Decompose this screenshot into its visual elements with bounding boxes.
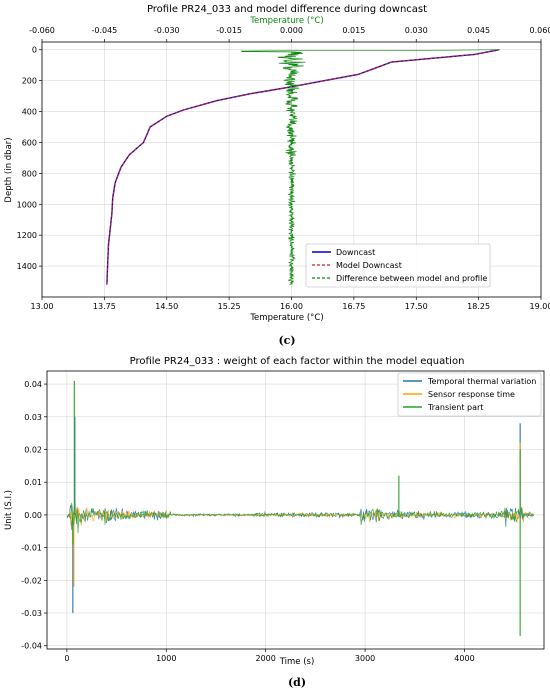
panel-c-xtick-label: 16.00 <box>280 302 303 311</box>
panel-c-ticks: 13.00 13.75 14.50 15.25 16.00 16.75 17.50 18.25… <box>17 26 550 311</box>
panel-c-ytick-label: 400 <box>22 108 37 117</box>
panel-c-legend: Downcast Model Downcast Difference betwe… <box>305 243 491 288</box>
panel-d-xtick-label: 0 <box>64 654 69 663</box>
panel-c-top-xtick-label: 0.045 <box>467 26 490 35</box>
panel-c: Profile PR24_033 and model difference du… <box>4 4 550 347</box>
panel-c-top-xtick-label: -0.060 <box>29 26 55 35</box>
series-transient-line <box>66 503 534 534</box>
panel-c-xlabel: Temperature (°C) <box>249 313 323 323</box>
panel-d-xtick-label: 1000 <box>156 654 176 663</box>
panel-c-xtick-label: 18.25 <box>467 302 490 311</box>
panel-c-title: Profile PR24_033 and model difference du… <box>147 4 427 15</box>
panel-d: Profile PR24_033 : weight of each factor… <box>4 356 545 689</box>
panel-d-ticks: 0 1000 2000 3000 4000 0.04 0.03 0.02 0.01 0.00 -0.… <box>21 380 474 663</box>
series-thermal-line <box>66 497 534 531</box>
panel-c-xtick-label: 17.50 <box>405 302 428 311</box>
panel-d-ytick-label: 0.01 <box>24 478 42 487</box>
legend-label-diff: Difference between model and profile <box>336 274 487 283</box>
panel-c-ytick-label: 1200 <box>17 231 37 240</box>
panel-d-ytick-label: -0.03 <box>21 609 42 618</box>
panel-c-top-xtick-label: -0.015 <box>216 26 242 35</box>
panel-c-ytick-label: 800 <box>22 169 37 178</box>
legend-label-downcast: Downcast <box>336 248 375 257</box>
panel-c-xtick-label: 14.50 <box>155 302 178 311</box>
panel-d-xtick-label: 4000 <box>454 654 474 663</box>
panel-d-ytick-label: 0.04 <box>24 380 42 389</box>
legend-label-thermal: Temporal thermal variation <box>427 377 536 386</box>
panel-c-xtick-label: 15.25 <box>218 302 241 311</box>
legend-label-transient: Transient part <box>427 403 483 412</box>
panel-c-top-axis-label: Temperature (°C) <box>249 16 323 26</box>
series-model-downcast-line <box>106 49 500 285</box>
panel-c-top-xtick-label: -0.045 <box>91 26 117 35</box>
panel-d-ytick-label: 0.00 <box>24 511 42 520</box>
panel-d-title: Profile PR24_033 : weight of each factor… <box>130 356 465 367</box>
panel-d-legend-box <box>397 372 542 417</box>
panel-d-ytick-label: -0.01 <box>21 544 42 553</box>
series-difference-line <box>240 49 500 285</box>
panel-d-ytick-label: 0.02 <box>24 445 42 454</box>
panel-d-xtick-label: 2000 <box>256 654 276 663</box>
panel-c-ytick-label: 1400 <box>17 262 37 271</box>
panel-c-top-xtick-label: -0.030 <box>154 26 180 35</box>
panel-d-ylabel: Unit (S.I.) <box>4 490 14 530</box>
panel-c-ytick-label: 0 <box>32 46 37 55</box>
panel-c-figure-label: (c) <box>278 334 295 347</box>
panel-c-xtick-label: 16.75 <box>342 302 365 311</box>
panel-d-legend: Temporal thermal variation Sensor respon… <box>397 372 542 417</box>
panel-c-xtick-label: 19.00 <box>530 302 550 311</box>
panel-c-xtick-label: 13.75 <box>93 302 116 311</box>
panel-c-top-xtick-label: 0.030 <box>405 26 428 35</box>
panel-c-top-xtick-label: 0.015 <box>342 26 365 35</box>
panel-d-ytick-label: -0.02 <box>21 576 42 585</box>
panel-c-ylabel: Depth (in dbar) <box>4 137 14 202</box>
panel-c-ytick-label: 200 <box>22 77 37 86</box>
panel-d-xlabel: Time (s) <box>279 657 315 667</box>
panel-c-top-xtick-label: 0.060 <box>530 26 550 35</box>
panel-d-axes-frame <box>46 370 545 650</box>
legend-label-model: Model Downcast <box>336 261 402 270</box>
panel-d-ytick-label: -0.04 <box>21 642 42 651</box>
panel-c-plot-area <box>106 49 500 285</box>
panel-c-ytick-label: 600 <box>22 138 37 147</box>
panel-d-xtick-label: 3000 <box>355 654 375 663</box>
panel-c-top-xtick-label: 0.000 <box>280 26 303 35</box>
panel-c-legend-box <box>305 243 491 288</box>
panel-c-ytick-label: 1000 <box>17 200 37 209</box>
legend-label-sensor: Sensor response time <box>428 390 515 399</box>
panel-c-xtick-label: 13.00 <box>31 302 54 311</box>
panel-d-plot-area <box>66 380 534 636</box>
panel-d-ytick-label: 0.03 <box>24 413 42 422</box>
panel-d-figure-label: (d) <box>288 676 306 689</box>
